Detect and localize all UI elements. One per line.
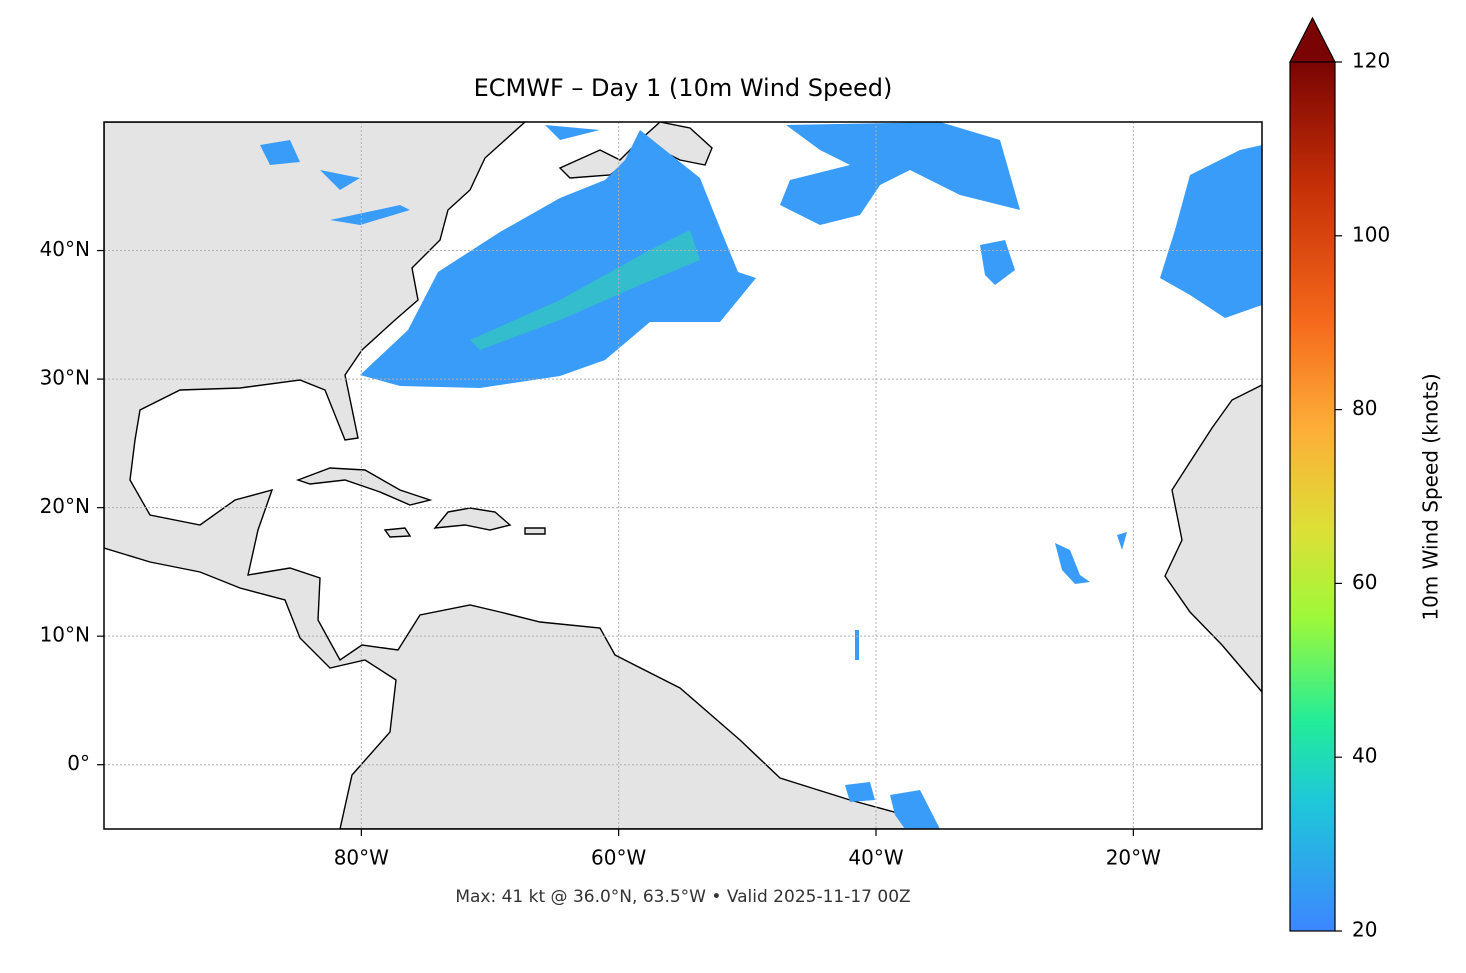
y-tick-label: 30°N <box>40 366 90 390</box>
map-frame <box>103 121 1263 830</box>
map-layer <box>104 122 1262 829</box>
wind-area <box>360 130 756 388</box>
hispaniola <box>433 507 512 531</box>
x-tick-label: 40°W <box>848 846 903 870</box>
colorbar-tick-label: 100 <box>1352 222 1390 246</box>
cuba <box>295 467 433 506</box>
grid <box>104 122 1262 829</box>
chart-title: ECMWF – Day 1 (10m Wind Speed) <box>474 74 893 102</box>
colorbar-tick-label: 40 <box>1352 744 1377 768</box>
africa <box>1164 384 1262 694</box>
wind-area <box>845 782 940 829</box>
colorbar-tick-label: 120 <box>1352 49 1390 73</box>
americas <box>104 122 936 829</box>
wind-area <box>780 122 1020 225</box>
caption: Max: 41 kt @ 36.0°N, 63.5°W • Valid 2025… <box>455 887 910 907</box>
y-tick-label: 20°N <box>40 494 90 518</box>
wind-area <box>980 240 1015 285</box>
wind-core <box>470 230 700 350</box>
colorbar-tick-label: 80 <box>1352 396 1377 420</box>
y-tick-label: 0° <box>67 751 90 775</box>
wind-area <box>260 125 600 225</box>
colorbar-tick-label: 60 <box>1352 570 1377 594</box>
colorbar-extend <box>1289 16 1336 63</box>
x-tick-label: 20°W <box>1106 846 1161 870</box>
colorbar <box>1289 61 1336 932</box>
colorbar-tick-label: 20 <box>1352 918 1377 942</box>
x-tick-label: 80°W <box>334 846 389 870</box>
x-tick-label: 60°W <box>591 846 646 870</box>
jamaica <box>383 527 412 538</box>
y-tick-label: 10°N <box>40 623 90 647</box>
wind-area <box>1160 145 1262 318</box>
wind-field <box>260 122 1262 829</box>
puerto-rico <box>524 527 546 535</box>
y-tick-label: 40°N <box>40 237 90 261</box>
colorbar-label: 10m Wind Speed (knots) <box>1419 373 1443 620</box>
wind-area <box>855 532 1127 660</box>
